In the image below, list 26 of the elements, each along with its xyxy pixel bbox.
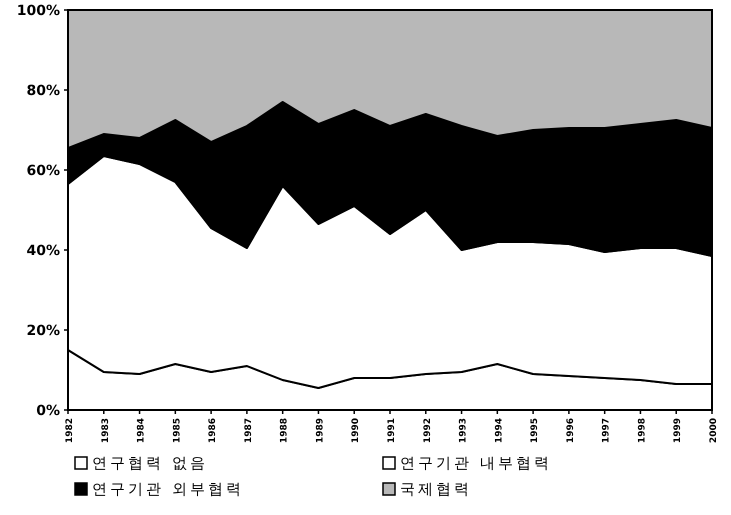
legend-label: 국제협력 — [400, 480, 472, 498]
y-tick-label: 20% — [26, 323, 60, 339]
x-tick-label: 1988 — [280, 418, 290, 444]
y-tick-label: 80% — [26, 83, 60, 99]
x-tick-label: 1982 — [65, 418, 75, 444]
x-tick-label: 1984 — [136, 418, 147, 444]
x-tick-label: 1999 — [673, 418, 684, 444]
y-tick-label: 100% — [16, 3, 60, 19]
x-tick-label: 1985 — [172, 418, 182, 444]
x-tick-label: 1989 — [315, 418, 326, 444]
x-tick-label: 2000 — [709, 418, 719, 444]
x-tick-label: 1993 — [458, 418, 469, 444]
y-tick-label: 0% — [36, 403, 60, 419]
x-tick-label: 1997 — [602, 418, 612, 444]
x-tick-label: 1986 — [208, 418, 218, 444]
x-tick-label: 1996 — [566, 418, 576, 444]
x-tick-label: 1991 — [387, 418, 397, 444]
x-tick-label: 1992 — [422, 418, 433, 444]
y-tick-label: 40% — [26, 243, 60, 259]
x-tick-label: 1994 — [494, 418, 504, 444]
x-tick-label: 1990 — [351, 418, 362, 444]
x-tick-label: 1998 — [637, 418, 648, 444]
y-tick-label: 60% — [26, 163, 60, 179]
x-tick-label: 1987 — [244, 418, 254, 444]
x-tick-label: 1983 — [100, 418, 111, 444]
x-tick-label: 1995 — [530, 418, 540, 444]
